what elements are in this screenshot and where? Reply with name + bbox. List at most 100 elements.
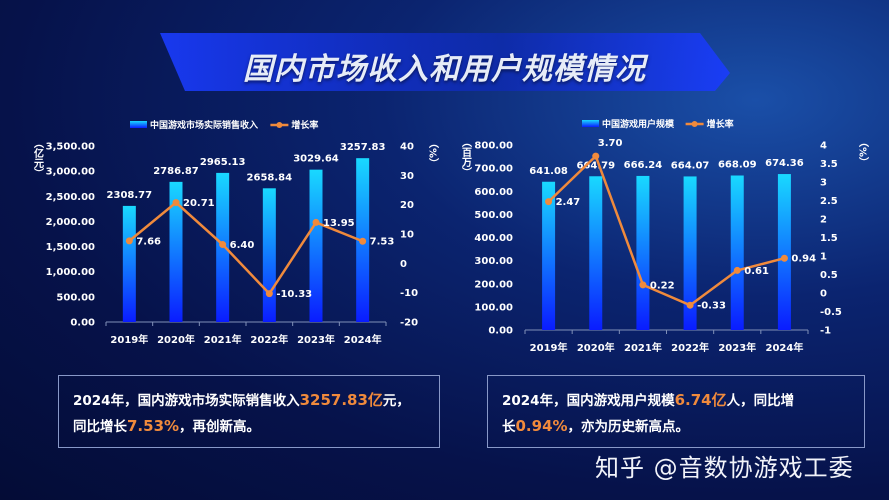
growth-value-label: 2.47: [556, 197, 581, 208]
bar: [169, 181, 183, 322]
legend-bar-swatch: [130, 121, 147, 128]
axis-unit-y2label: （%）: [427, 138, 440, 168]
x-tick-label: 2022年: [250, 333, 288, 346]
revenue-summary-box: 2024年，国内游戏市场实际销售收入3257.83亿元， 同比增长7.53%，再创…: [58, 375, 440, 448]
y2-tick-label: -1: [820, 326, 831, 337]
y-tick-label: 0.00: [488, 326, 513, 337]
y-tick-label: 600.00: [474, 187, 513, 198]
x-tick-label: 2023年: [718, 341, 756, 354]
growth-point: [686, 301, 694, 309]
summary-text: 元，: [382, 393, 410, 409]
growth-value-label: 0.22: [650, 280, 675, 291]
bar-value-label: 3029.64: [293, 154, 339, 165]
growth-line: [547, 153, 785, 307]
y2-tick-label: 3.5: [820, 159, 838, 170]
bar: [730, 175, 744, 330]
y2-tick-label: 20: [400, 200, 414, 211]
x-tick-label: 2020年: [157, 333, 195, 346]
legend-line-label: 增长率: [291, 119, 318, 131]
growth-value-label: 13.95: [323, 218, 355, 229]
y2-tick-label: 0: [820, 289, 827, 300]
legend-line-marker: [276, 122, 283, 128]
growth-value-label: 7.66: [136, 236, 161, 247]
y2-tick-label: 1.5: [820, 233, 838, 244]
growth-point: [545, 198, 553, 206]
y2-tick-label: 3: [820, 178, 827, 189]
growth-line: [128, 200, 364, 296]
axis-unit-y2label: （%）: [857, 137, 870, 167]
y2-tick-label: 2: [820, 215, 827, 226]
x-tick-label: 2021年: [204, 333, 242, 346]
y-tick-label: 100.00: [474, 302, 513, 313]
bar: [777, 174, 791, 330]
growth-value-label: -0.33: [697, 301, 726, 312]
y2-tick-label: -20: [400, 318, 418, 329]
legend-bar-label: 中国游戏市场实际销售收入: [150, 119, 258, 131]
bar-value-label: 2308.77: [107, 190, 153, 201]
x-tick-label: 2020年: [577, 341, 615, 354]
bar-value-label: 641.08: [529, 166, 568, 177]
x-tick-label: 2019年: [110, 333, 148, 346]
growth-point: [359, 237, 367, 245]
x-tick-label: 2024年: [344, 333, 382, 346]
y2-tick-label: 1: [820, 252, 827, 263]
y-tick-label: 0.00: [70, 318, 95, 329]
bar-value-label: 2786.87: [153, 166, 199, 177]
summary-text: 人，同比增: [726, 393, 795, 409]
bar-value-label: 3257.83: [340, 142, 386, 153]
growth-point: [733, 266, 741, 274]
growth-point: [125, 237, 133, 245]
bar: [636, 175, 650, 330]
summary-text: 长: [502, 419, 516, 435]
bar-value-label: 674.36: [765, 158, 804, 169]
growth-point: [172, 199, 180, 207]
bar-value-label: 2965.13: [200, 157, 246, 168]
y-tick-label: 500.00: [474, 210, 513, 221]
x-tick-label: 2019年: [530, 341, 568, 354]
legend-bar-label: 中国游戏用户规模: [602, 118, 675, 130]
growth-value-label: -10.33: [276, 289, 312, 300]
growth-point: [780, 254, 788, 262]
legend-line-marker: [691, 121, 698, 127]
y2-tick-label: -0.5: [820, 307, 842, 318]
growth-value-label: 7.53: [370, 237, 395, 248]
y-tick-label: 500.00: [56, 292, 95, 303]
bar: [542, 181, 556, 330]
y-tick-label: 300.00: [474, 256, 513, 267]
growth-value-label: 6.40: [230, 240, 255, 251]
axis-unit-ylabel: （百万）: [460, 137, 473, 177]
x-tick-label: 2021年: [624, 341, 662, 354]
y2-tick-label: 2.5: [820, 196, 838, 207]
y-tick-label: 3,500.00: [46, 142, 95, 153]
growth-value-label: 20.71: [183, 198, 215, 209]
bar-value-label: 668.09: [718, 160, 757, 171]
y-tick-label: 800.00: [474, 141, 513, 152]
y-tick-label: 400.00: [474, 233, 513, 244]
x-tick-label: 2022年: [671, 341, 709, 354]
highlight-value: 6.74亿: [674, 391, 727, 409]
y-tick-label: 1,500.00: [46, 242, 95, 253]
y2-tick-label: 30: [400, 171, 414, 182]
legend-bar-swatch: [582, 120, 599, 127]
y-tick-label: 2,500.00: [46, 192, 95, 203]
y2-tick-label: 10: [400, 230, 414, 241]
summary-text: ，亦为历史新高点。: [567, 419, 690, 435]
bar: [683, 176, 697, 330]
page-title: 国内市场收入和用户规模情况: [243, 52, 646, 87]
y2-tick-label: -10: [400, 288, 418, 299]
title-banner: [160, 33, 730, 91]
bar-value-label: 666.24: [624, 160, 663, 171]
growth-value-label: 3.70: [598, 138, 623, 149]
summary-text: 2024年，国内游戏用户规模: [502, 393, 675, 409]
y2-tick-label: 4: [820, 141, 827, 152]
growth-point: [592, 152, 600, 160]
bar: [309, 169, 323, 322]
y2-tick-label: 0: [400, 259, 407, 270]
bar: [122, 205, 136, 322]
growth-point: [265, 290, 273, 298]
summary-text: 同比增长: [73, 419, 127, 435]
highlight-value: 3257.83亿: [299, 391, 383, 409]
bar-value-label: 2658.84: [247, 172, 293, 183]
